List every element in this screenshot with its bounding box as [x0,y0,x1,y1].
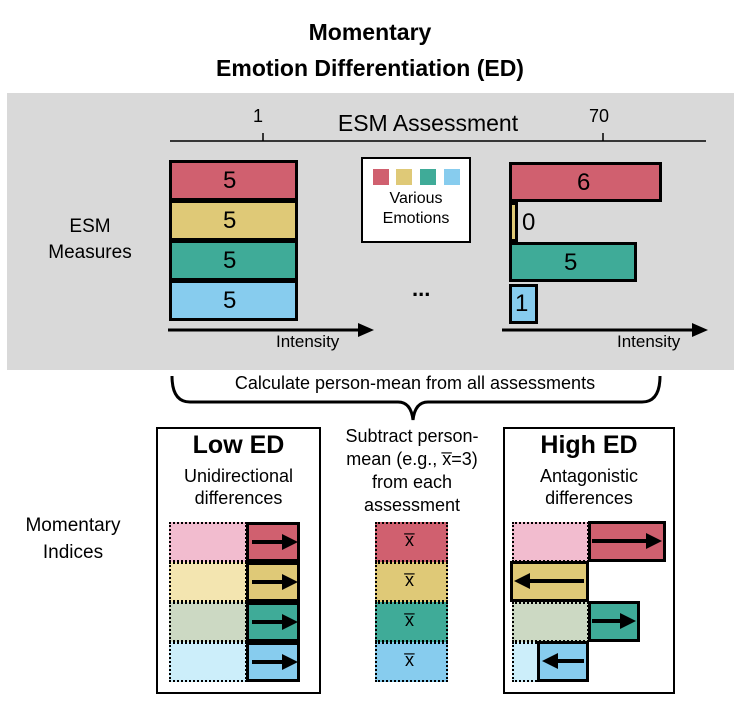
person-mean-label: Calculate person-mean from all assessmen… [234,373,596,393]
person-mean-brace [170,375,662,421]
low-arrow-red [282,534,298,550]
diagram-title-line2: Emotion Differentiation (ED) [216,55,524,81]
tick-label-last: 70 [589,106,610,126]
high-mean-teal [512,602,589,642]
intensity-label-right: Intensity [617,332,681,351]
intensity-label-left: Intensity [276,332,340,351]
last-value-teal: 5 [564,249,578,276]
subtract-instruction: Subtract person- mean (e.g., x̅=3) from … [345,426,479,515]
mean-bar-yellow [375,562,448,602]
mean-symbol-red: x̅ [405,530,414,550]
high-ed-subtitle: Antagonistic differences [539,466,639,508]
high-arrow-blue [542,653,558,669]
high-arrow-yellow [514,573,530,589]
diagram-title-line1: Momentary [308,19,432,45]
low-ed-subtitle: Unidirectional differences [183,466,294,508]
mean-symbol-blue: x̅ [405,650,414,670]
low-arrow-teal [282,614,298,630]
mean-symbol-yellow: x̅ [405,570,414,590]
momentary-indices-label: Momentary Indices [25,515,121,563]
high-ed-title: High ED [540,431,638,459]
last-bar-yellow [509,202,518,242]
first-bar-blue [169,280,298,321]
low-ed-title: Low ED [192,431,285,459]
low-mean-teal [169,602,247,642]
ellipsis: ... [412,276,431,301]
high-arrow-red [646,533,662,549]
low-arrow-blue [282,654,298,670]
last-value-blue: 1 [515,290,529,317]
esm-measures-label: ESM Measures [48,216,132,263]
last-value-yellow: 0 [522,209,536,236]
first-value-red: 5 [223,167,237,194]
low-arrow-yellow [282,574,298,590]
legend-label: Various Emotions [382,190,450,227]
first-bar-yellow [169,200,298,241]
first-value-yellow: 5 [223,207,237,234]
first-bar-red [169,160,298,201]
first-value-teal: 5 [223,247,237,274]
mean-symbol-teal: x̅ [405,610,414,630]
last-value-red: 6 [577,169,591,196]
mean-bar-teal [375,602,448,642]
mean-bar-blue [375,642,448,682]
esm-assessment-label: ESM Assessment [300,110,556,136]
last-bar-teal [509,242,637,282]
last-bar-red [509,162,662,202]
last-bar-blue [509,284,538,324]
legend-swatch-teal [420,169,436,185]
low-mean-blue [169,642,247,682]
low-mean-yellow [169,562,247,602]
emotion-legend: Various Emotions [361,157,471,243]
legend-swatch-yellow [396,169,412,185]
tick-label-first: 1 [253,106,264,126]
mean-bar-red [375,522,448,562]
first-value-blue: 5 [223,287,237,314]
high-arrow-teal [620,613,636,629]
legend-swatch-blue [444,169,460,185]
intensity-arrowhead-left [358,323,374,337]
legend-swatch-red [373,169,389,185]
first-bar-teal [169,240,298,281]
intensity-arrowhead-right [692,323,708,337]
